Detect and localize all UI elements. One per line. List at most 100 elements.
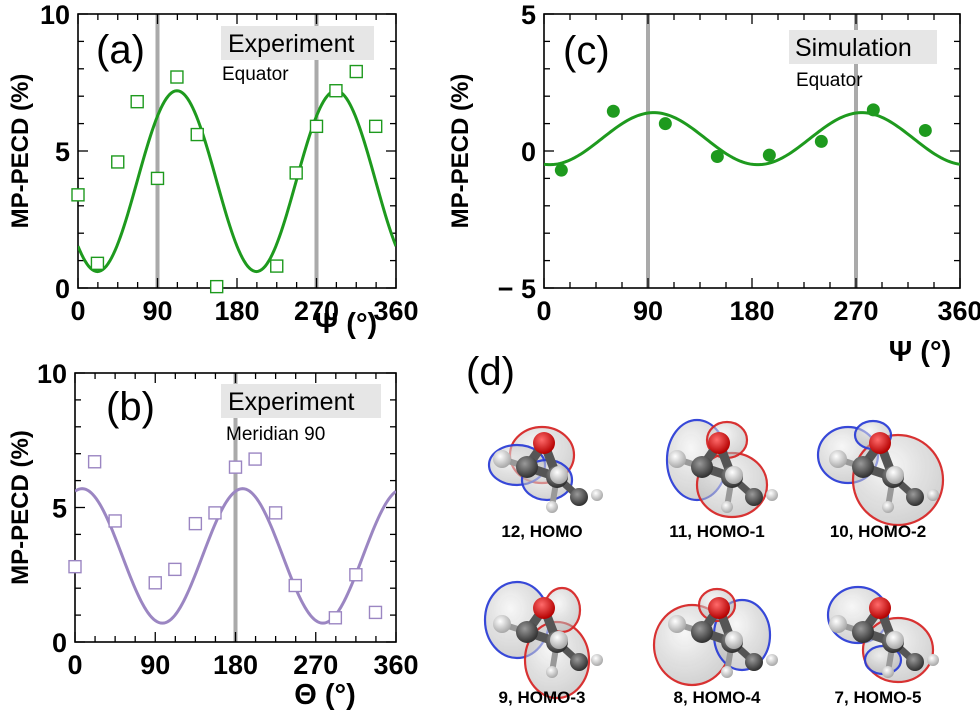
x-axis-title: Ψ (°) (889, 336, 951, 368)
orbital-caption: 8, HOMO-4 (674, 688, 761, 707)
carbon-atom (691, 621, 713, 643)
data-point (168, 562, 182, 577)
y-tick-label: 0 (55, 274, 70, 304)
data-point (87, 455, 102, 469)
x-tick-label: 270 (293, 650, 338, 680)
data-point (148, 576, 162, 590)
hydrogen-atom (721, 666, 733, 678)
data-point (554, 163, 568, 177)
hydrogen-atom (550, 466, 568, 484)
data-point (368, 605, 383, 620)
carbon-atom (570, 653, 588, 671)
data-point (68, 559, 82, 574)
data-point (188, 516, 203, 531)
carbon-atom (570, 488, 588, 506)
carbon-atom (745, 488, 763, 506)
data-point (71, 188, 85, 202)
hydrogen-atom (668, 450, 686, 468)
oxygen-atom (708, 597, 730, 619)
y-tick-label: 5 (52, 494, 67, 524)
data-point (130, 94, 144, 109)
data-point (710, 149, 724, 163)
hydrogen-atom (591, 489, 603, 501)
hydrogen-atom (927, 489, 939, 501)
orbital-caption: 10, HOMO-2 (830, 522, 926, 541)
plot-frame (74, 372, 397, 643)
x-axis-title: Θ (°) (294, 679, 356, 711)
data-point (658, 117, 672, 131)
y-axis-title: MP-PECD (%) (7, 74, 34, 229)
hydrogen-atom (829, 615, 847, 633)
x-tick-label: 180 (729, 296, 774, 326)
hydrogen-atom (546, 501, 558, 513)
data-point (111, 155, 125, 169)
x-tick-label: 180 (214, 296, 259, 326)
label-box-text: Simulation (795, 34, 912, 62)
hydrogen-atom (882, 501, 894, 513)
carbon-atom (852, 621, 874, 643)
carbon-atom (516, 621, 538, 643)
data-point (289, 166, 303, 180)
data-point (270, 259, 284, 273)
y-tick-label: 10 (40, 0, 70, 30)
x-tick-label: 0 (67, 650, 82, 680)
charts-layer: 0 90 180 270 360 0 5 10 MP-PECD (%) Ψ (°) (a) Exper… (7, 0, 980, 711)
orbital-caption: 11, HOMO-1 (669, 522, 764, 541)
data-point (190, 127, 204, 142)
y-tick-label: 5 (521, 0, 536, 30)
x-axis-title: Ψ (°) (315, 308, 377, 340)
x-tick-label: 90 (633, 296, 663, 326)
oxygen-atom (533, 597, 555, 619)
x-tick-label: 90 (140, 650, 170, 680)
data-point (762, 148, 776, 162)
sublabel: Meridian 90 (226, 424, 325, 445)
x-tick-label: 270 (294, 296, 339, 326)
carbon-atom (516, 456, 538, 478)
data-point (814, 134, 828, 148)
data-point (150, 171, 165, 186)
orbital-caption: 7, HOMO-5 (835, 688, 922, 707)
label-box-text: Experiment (228, 30, 354, 58)
hydrogen-atom (668, 615, 686, 633)
fit-curve (78, 89, 396, 274)
chart-panel-b: 0 90 180 270 360 0 5 10 MP-PECD (%) Θ (°) (b) Exper… (7, 359, 419, 711)
hydrogen-atom (766, 489, 778, 501)
carbon-atom (852, 456, 874, 478)
x-tick-label: 360 (373, 296, 418, 326)
hydrogen-atom (886, 466, 904, 484)
hydrogen-atom (725, 466, 743, 484)
hydrogen-atom (886, 631, 904, 649)
hydrogen-atom (550, 631, 568, 649)
panel-d-orbitals: (d) 12, HOMO 11, HOMO-1 10, HOMO-2 9, HOMO-… (466, 350, 945, 707)
data-point (208, 506, 222, 520)
fit-curve (75, 487, 396, 625)
panel-letter: (b) (106, 385, 155, 429)
x-tick-label: 270 (833, 296, 878, 326)
data-point (268, 506, 283, 520)
label-box (221, 384, 381, 418)
hydrogen-atom (882, 666, 894, 678)
data-point (228, 460, 243, 474)
hydrogen-atom (766, 654, 778, 666)
data-point (349, 568, 363, 582)
x-tick-label: 180 (213, 650, 258, 680)
oxygen-atom (869, 432, 891, 454)
hydrogen-atom (721, 501, 733, 513)
orbital-caption: 12, HOMO (501, 522, 582, 541)
data-point (329, 84, 343, 98)
hydrogen-atom (725, 631, 743, 649)
label-box (221, 26, 374, 60)
data-point (866, 103, 880, 117)
data-point (349, 64, 363, 79)
y-axis-title: MP-PECD (%) (447, 74, 474, 229)
data-point (209, 279, 224, 294)
sublabel: Equator (222, 64, 289, 85)
panel-d-letter: (d) (466, 350, 515, 394)
data-point (606, 104, 620, 118)
x-tick-label: 0 (536, 296, 551, 326)
orbital-5: 8, HOMO-4 (652, 587, 778, 707)
data-point (328, 611, 343, 625)
data-point (108, 514, 122, 528)
oxygen-atom (869, 597, 891, 619)
